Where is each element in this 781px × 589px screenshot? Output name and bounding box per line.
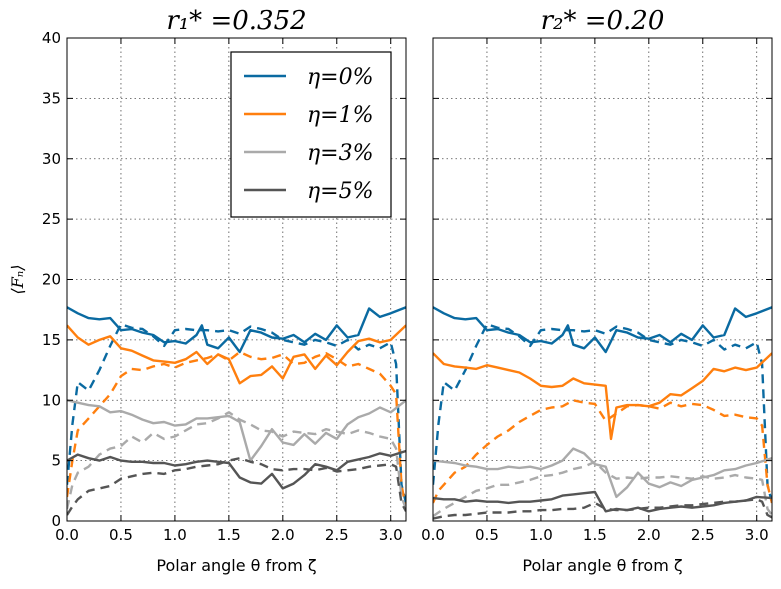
- series-line-3-solid: [433, 352, 772, 441]
- x-tick-label: 2.5: [325, 526, 349, 544]
- x-tick-label: 2.0: [271, 526, 295, 544]
- y-tick-label: 10: [42, 391, 61, 409]
- series-line-1-solid: [67, 306, 406, 354]
- y-tick-label: 15: [42, 331, 61, 349]
- y-tick-label: 35: [42, 89, 61, 107]
- y-tick-label: 40: [42, 29, 61, 47]
- series-line-6-dashed: [67, 411, 406, 510]
- y-tick-label: 0: [51, 512, 61, 530]
- y-tick-label: 30: [42, 150, 61, 168]
- series-line-8-dashed: [433, 498, 772, 520]
- x-tick-label: 0.5: [475, 526, 499, 544]
- chart-panel-1: 0.0 0.5 1.0 1.5 2.0 2.5 3.0 0 5 10 15 20 25 30 35 40 r₁*…: [8, 6, 407, 575]
- x-axis-label: Polar angle θ from ζ: [156, 556, 316, 575]
- x-tick-label: 1.0: [163, 526, 187, 544]
- series-line-5-solid: [433, 447, 772, 499]
- x-axis-label: Polar angle θ from ζ: [522, 556, 682, 575]
- series-line-5-solid: [67, 399, 406, 462]
- series-line-3-solid: [67, 324, 406, 385]
- series-line-8-dashed: [67, 457, 406, 516]
- y-tick-label: 20: [42, 271, 61, 289]
- x-tick-label: 2.5: [691, 526, 715, 544]
- x-tick-label: 1.0: [529, 526, 553, 544]
- legend: η=0% η=1% η=3% η=5%: [230, 51, 392, 218]
- chart-title: r₂* =0.20: [541, 6, 665, 36]
- series-line-1-solid: [433, 306, 772, 354]
- x-tick-label: 0.0: [55, 526, 79, 544]
- series-line-2-dashed: [433, 323, 772, 504]
- chart-panel-2: 0.0 0.5 1.0 1.5 2.0 2.5 3.0 r₂* =0.20 Polar angl…: [421, 6, 773, 575]
- series-line-2-dashed: [67, 323, 406, 504]
- x-tick-label: 2.0: [637, 526, 661, 544]
- series-line-7-solid: [67, 449, 406, 490]
- legend-label: η=3%: [307, 141, 374, 166]
- legend-label: η=1%: [307, 103, 374, 128]
- x-tick-label: 1.5: [217, 526, 241, 544]
- x-tick-label: 1.5: [583, 526, 607, 544]
- series-line-4-dashed: [433, 399, 772, 504]
- series-line-6-dashed: [433, 460, 772, 518]
- x-tick-label: 3.0: [745, 526, 769, 544]
- x-tick-label: 0.5: [109, 526, 133, 544]
- legend-label: η=5%: [307, 179, 374, 204]
- chart-title: r₁* =0.352: [166, 6, 306, 36]
- y-tick-label: 25: [42, 210, 61, 228]
- legend-label: η=0%: [307, 65, 374, 90]
- y-tick-label: 5: [51, 452, 61, 470]
- series-line-7-solid: [433, 490, 772, 513]
- y-axis-label: ⟨Fₙ⟩: [8, 264, 27, 294]
- x-tick-label: 3.0: [379, 526, 403, 544]
- x-tick-label: 0.0: [421, 526, 445, 544]
